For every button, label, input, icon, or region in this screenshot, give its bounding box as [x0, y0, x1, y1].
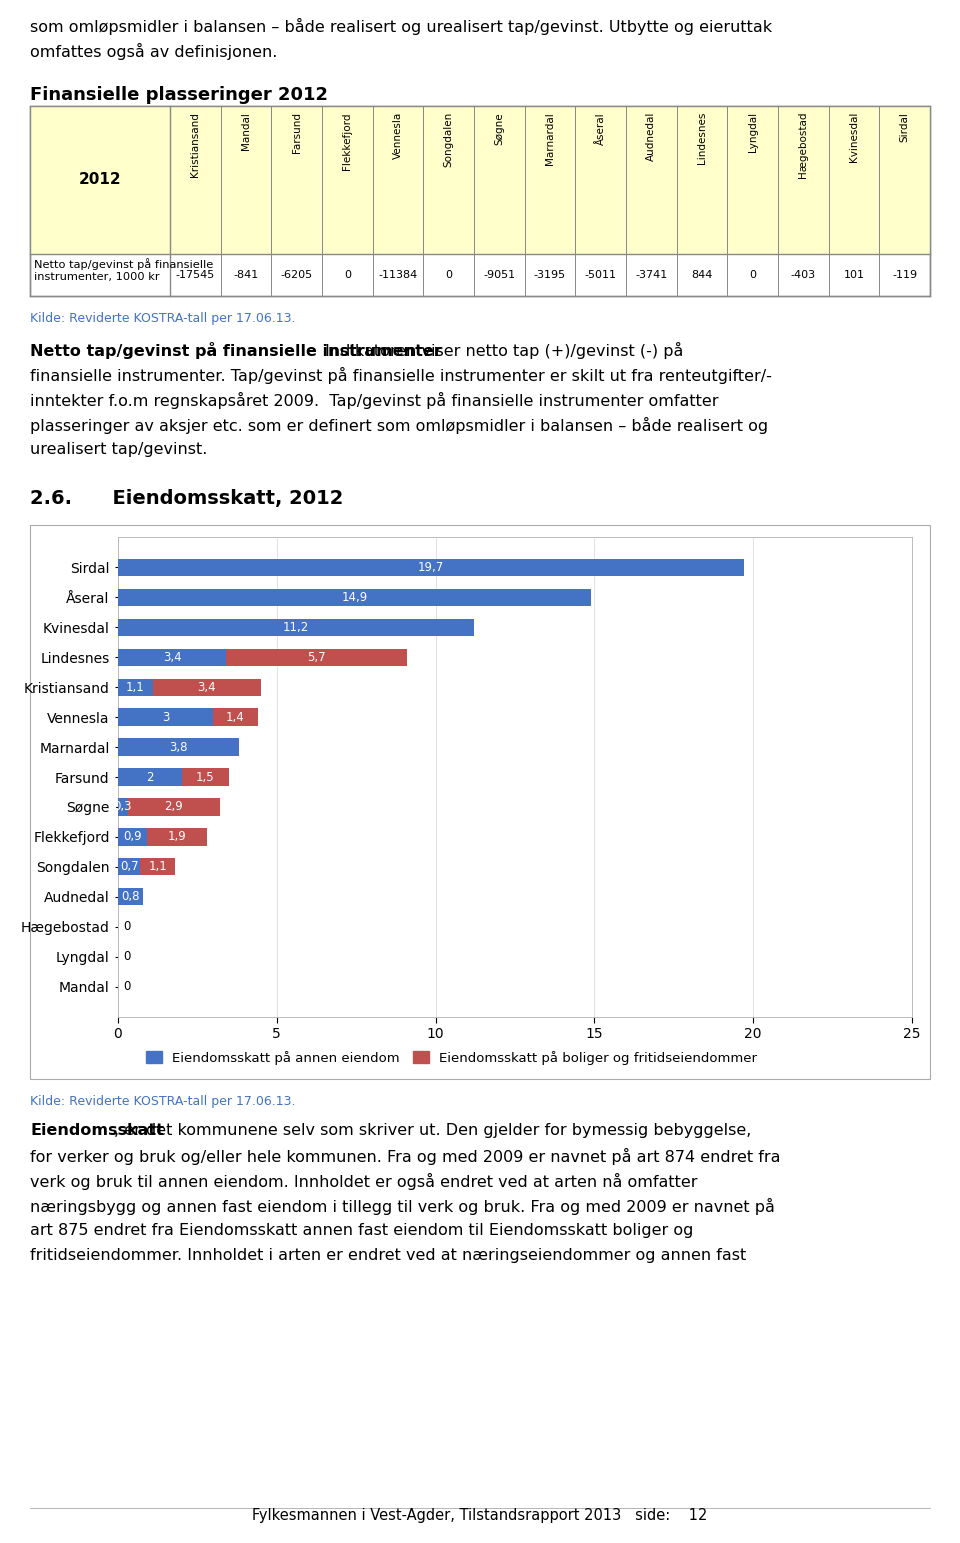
Legend: Eiendomsskatt på annen eiendom, Eiendomsskatt på boliger og fritidseiendommer: Eiendomsskatt på annen eiendom, Eiendoms…: [140, 1046, 762, 1069]
Bar: [118, 589, 591, 606]
Text: 2.6.      Eiendomsskatt, 2012: 2.6. Eiendomsskatt, 2012: [30, 489, 344, 508]
Text: Kilde: Reviderte KOSTRA-tall per 17.06.13.: Kilde: Reviderte KOSTRA-tall per 17.06.1…: [30, 312, 296, 326]
Text: Vennesla: Vennesla: [393, 113, 403, 159]
Text: Audnedal: Audnedal: [646, 113, 657, 162]
Text: -119: -119: [892, 270, 917, 279]
Text: plasseringer av aksjer etc. som er definert som omløpsmidler i balansen – både r: plasseringer av aksjer etc. som er defin…: [30, 417, 768, 434]
Text: Lyngdal: Lyngdal: [748, 113, 757, 153]
Text: -5011: -5011: [585, 270, 616, 279]
Text: Finansielle plasseringer 2012: Finansielle plasseringer 2012: [30, 86, 328, 103]
Text: 3: 3: [162, 711, 169, 724]
Bar: [118, 798, 128, 816]
Text: fritidseiendommer. Innholdet i arten er endret ved at næringseiendommer og annen: fritidseiendommer. Innholdet i arten er …: [30, 1248, 746, 1264]
Text: 2: 2: [146, 770, 154, 784]
Text: Fylkesmannen i Vest-Agder, Tilstandsrapport 2013   side:    12: Fylkesmannen i Vest-Agder, Tilstandsrapp…: [252, 1508, 708, 1523]
Bar: [118, 889, 143, 906]
Text: 0: 0: [344, 270, 350, 279]
Bar: [128, 798, 220, 816]
Text: omfattes også av definisjonen.: omfattes også av definisjonen.: [30, 43, 277, 60]
Text: -9051: -9051: [483, 270, 516, 279]
Text: for verker og bruk og/eller hele kommunen. Fra og med 2009 er navnet på art 874 : for verker og bruk og/eller hele kommune…: [30, 1148, 780, 1165]
Text: -841: -841: [233, 270, 258, 279]
Text: Søgne: Søgne: [494, 113, 504, 145]
Text: 0: 0: [123, 980, 131, 994]
Text: Lindesnes: Lindesnes: [697, 113, 707, 165]
Text: verk og bruk til annen eiendom. Innholdet er også endret ved at arten nå omfatte: verk og bruk til annen eiendom. Innholde…: [30, 1173, 698, 1190]
Bar: [213, 708, 257, 725]
Text: Songdalen: Songdalen: [444, 113, 454, 167]
Text: som omløpsmidler i balansen – både realisert og urealisert tap/gevinst. Utbytte : som omløpsmidler i balansen – både reali…: [30, 19, 772, 35]
Text: 3,8: 3,8: [169, 741, 187, 753]
Text: Indikatoren viser netto tap (+)/gevinst (-) på: Indikatoren viser netto tap (+)/gevinst …: [321, 343, 684, 360]
Bar: [118, 858, 140, 875]
Text: -3195: -3195: [534, 270, 566, 279]
Text: 19,7: 19,7: [418, 562, 444, 574]
Text: -403: -403: [791, 270, 816, 279]
Text: 1,1: 1,1: [149, 861, 167, 873]
Text: 0,7: 0,7: [120, 861, 138, 873]
Text: 0,8: 0,8: [122, 890, 140, 903]
Text: 0: 0: [123, 950, 131, 963]
Text: 0,3: 0,3: [113, 801, 132, 813]
Text: Netto tap/gevinst på finansielle: Netto tap/gevinst på finansielle: [34, 258, 213, 270]
Text: -3741: -3741: [636, 270, 667, 279]
Text: Kristiansand: Kristiansand: [190, 113, 201, 177]
Text: 2012: 2012: [79, 173, 121, 188]
Bar: [140, 858, 175, 875]
Text: 844: 844: [691, 270, 712, 279]
Bar: [226, 648, 407, 667]
Bar: [118, 619, 473, 636]
Text: 1,1: 1,1: [126, 680, 145, 694]
Bar: [147, 829, 207, 846]
Text: Åseral: Åseral: [595, 113, 606, 145]
Text: 5,7: 5,7: [307, 651, 325, 663]
Text: 0,9: 0,9: [123, 830, 142, 844]
Text: -11384: -11384: [378, 270, 418, 279]
Text: Sirdal: Sirdal: [900, 113, 910, 142]
Text: instrumenter, 1000 kr: instrumenter, 1000 kr: [34, 272, 159, 282]
Text: , er det kommunene selv som skriver ut. Den gjelder for bymessig bebyggelse,: , er det kommunene selv som skriver ut. …: [114, 1123, 752, 1139]
Bar: [118, 739, 239, 756]
Bar: [181, 768, 229, 785]
Bar: [118, 829, 147, 846]
Bar: [30, 525, 930, 1079]
Text: 0: 0: [123, 920, 131, 934]
Text: Flekkefjord: Flekkefjord: [343, 113, 352, 170]
Bar: [118, 559, 744, 576]
Bar: [118, 708, 213, 725]
Text: Kilde: Reviderte KOSTRA-tall per 17.06.13.: Kilde: Reviderte KOSTRA-tall per 17.06.1…: [30, 1096, 296, 1108]
Bar: [30, 106, 930, 255]
Text: Kvinesdal: Kvinesdal: [849, 113, 859, 162]
Text: Marnardal: Marnardal: [545, 113, 555, 165]
Text: Hægebostad: Hægebostad: [799, 113, 808, 179]
Text: Farsund: Farsund: [292, 113, 301, 153]
Text: næringsbygg og annen fast eiendom i tillegg til verk og bruk. Fra og med 2009 er: næringsbygg og annen fast eiendom i till…: [30, 1197, 775, 1214]
Text: urealisert tap/gevinst.: urealisert tap/gevinst.: [30, 441, 207, 457]
Text: -17545: -17545: [176, 270, 215, 279]
Bar: [118, 648, 226, 667]
Bar: [153, 679, 261, 696]
Bar: [118, 679, 153, 696]
Text: 11,2: 11,2: [283, 620, 309, 634]
Text: 2,9: 2,9: [164, 801, 183, 813]
Text: 14,9: 14,9: [342, 591, 368, 603]
Text: Eiendomsskatt: Eiendomsskatt: [30, 1123, 164, 1139]
Text: 101: 101: [844, 270, 865, 279]
Text: finansielle instrumenter. Tap/gevinst på finansielle instrumenter er skilt ut fr: finansielle instrumenter. Tap/gevinst på…: [30, 367, 772, 384]
Bar: [30, 106, 930, 296]
Text: 3,4: 3,4: [198, 680, 216, 694]
Bar: [118, 768, 181, 785]
Text: art 875 endret fra Eiendomsskatt annen fast eiendom til Eiendomsskatt boliger og: art 875 endret fra Eiendomsskatt annen f…: [30, 1224, 693, 1237]
Text: 0: 0: [749, 270, 756, 279]
Text: 1,4: 1,4: [227, 711, 245, 724]
Text: 1,5: 1,5: [196, 770, 215, 784]
Text: Mandal: Mandal: [241, 113, 251, 150]
Text: inntekter f.o.m regnskapsåret 2009.  Tap/gevinst på finansielle instrumenter omf: inntekter f.o.m regnskapsåret 2009. Tap/…: [30, 392, 718, 409]
Text: Netto tap/gevinst på finansielle instrumenter: Netto tap/gevinst på finansielle instrum…: [30, 343, 442, 360]
Text: 1,9: 1,9: [167, 830, 186, 844]
Text: 0: 0: [445, 270, 452, 279]
Text: -6205: -6205: [280, 270, 313, 279]
Text: 3,4: 3,4: [162, 651, 181, 663]
